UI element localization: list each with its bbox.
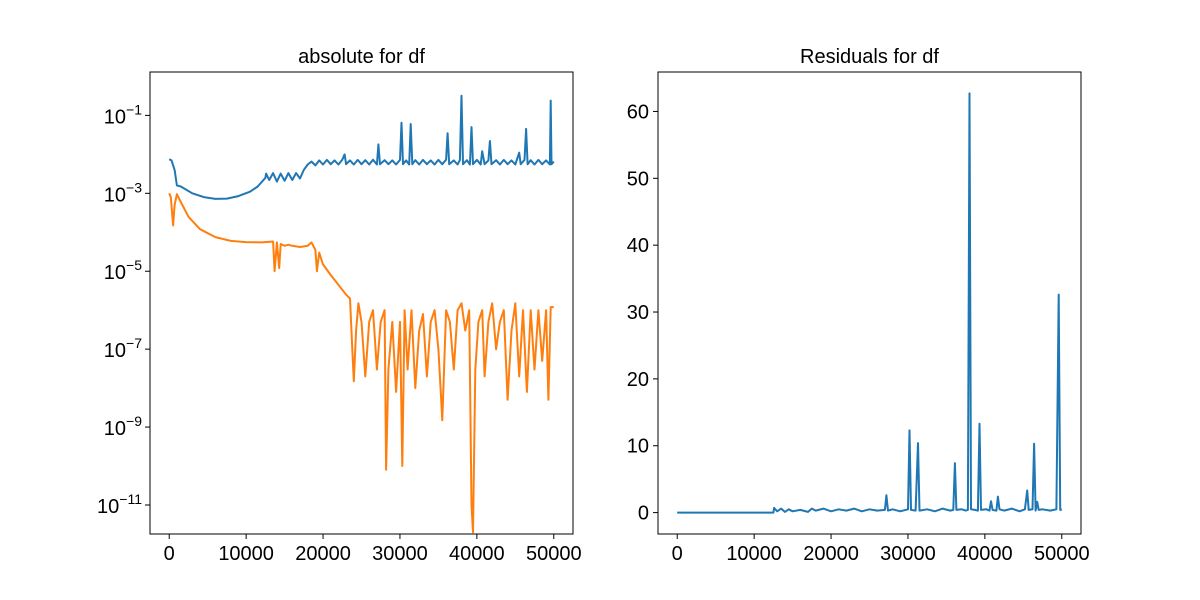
chart-absolute: 0 10000 20000 30000 40000 50000 10−1110−910−7… xyxy=(97,46,582,565)
x-tick-label: 10000 xyxy=(218,543,274,565)
y-tick-label: 40 xyxy=(627,235,649,257)
y-tick-label: 10−11 xyxy=(97,491,142,518)
x-tick-label: 40000 xyxy=(957,543,1013,565)
y-tick-base: 10 xyxy=(97,496,119,518)
y-tick-base: 10 xyxy=(104,340,126,362)
y-tick-exponent: −5 xyxy=(126,257,142,273)
chart-title: absolute for df xyxy=(298,46,425,68)
axes-frame xyxy=(657,71,1082,535)
axes-frame xyxy=(149,71,574,535)
x-tick-label: 50000 xyxy=(526,543,582,565)
x-axis: 0 10000 20000 30000 40000 50000 xyxy=(164,534,582,565)
y-tick-label: 10 xyxy=(627,436,649,458)
y-tick-label: 0 xyxy=(638,503,649,525)
plot-area xyxy=(658,72,1081,534)
x-tick-label: 0 xyxy=(164,543,175,565)
y-tick-label: 10−9 xyxy=(104,413,142,440)
x-axis: 0 10000 20000 30000 40000 50000 xyxy=(672,534,1090,565)
series-line-0 xyxy=(168,94,555,200)
y-tick-exponent: −7 xyxy=(126,335,142,351)
y-tick-exponent: −11 xyxy=(119,491,142,507)
x-tick-label: 50000 xyxy=(1034,543,1090,565)
y-axis: 0 10 20 30 40 50 60 xyxy=(627,101,658,525)
chart-residuals: 0 10000 20000 30000 40000 50000 0 10 20 30 40 50 60… xyxy=(627,46,1090,565)
series-line-1 xyxy=(168,192,554,534)
y-tick-base: 10 xyxy=(104,418,126,440)
x-tick-label: 10000 xyxy=(726,543,782,565)
chart-title: Residuals for df xyxy=(800,46,939,68)
y-tick-label: 20 xyxy=(627,369,649,391)
x-tick-label: 20000 xyxy=(803,543,859,565)
y-tick-base: 10 xyxy=(104,184,126,206)
series-line-0 xyxy=(677,92,1063,514)
y-tick-label: 10−3 xyxy=(104,179,142,206)
x-tick-label: 30000 xyxy=(372,543,428,565)
series-layer xyxy=(677,92,1063,514)
y-tick-base: 10 xyxy=(104,262,126,284)
y-tick-label: 10−1 xyxy=(104,101,142,128)
x-tick-label: 30000 xyxy=(880,543,936,565)
x-tick-label: 20000 xyxy=(295,543,351,565)
series-layer xyxy=(168,94,555,534)
y-tick-label: 30 xyxy=(627,302,649,324)
y-tick-exponent: −1 xyxy=(126,101,142,117)
plot-area xyxy=(150,72,573,534)
y-tick-exponent: −9 xyxy=(126,413,142,429)
y-tick-base: 10 xyxy=(104,106,126,128)
y-tick-label: 10−7 xyxy=(104,335,142,362)
y-tick-exponent: −3 xyxy=(126,179,142,195)
x-tick-label: 40000 xyxy=(449,543,505,565)
y-tick-label: 60 xyxy=(627,101,649,123)
x-tick-label: 0 xyxy=(672,543,683,565)
y-tick-label: 50 xyxy=(627,168,649,190)
y-tick-label: 10−5 xyxy=(104,257,142,284)
